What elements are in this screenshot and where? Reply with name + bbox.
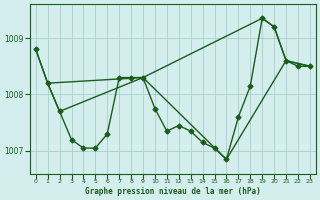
X-axis label: Graphe pression niveau de la mer (hPa): Graphe pression niveau de la mer (hPa) <box>85 187 261 196</box>
